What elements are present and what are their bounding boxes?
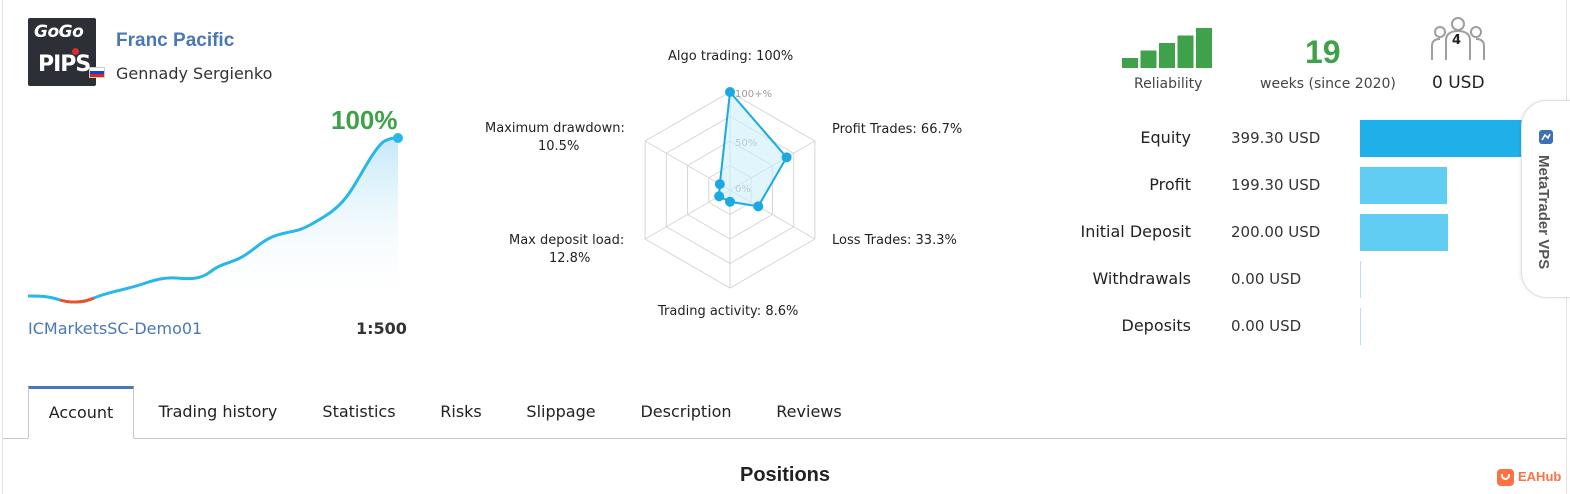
- financial-bar: [1360, 167, 1447, 204]
- radar-chart: 100+%50%0%: [644, 87, 816, 289]
- radar-label-drawdown-value: 10.5%: [538, 139, 580, 154]
- subscribers-icon: [1431, 17, 1485, 60]
- radar-point-algo: [725, 87, 735, 97]
- growth-chart: [28, 133, 403, 310]
- reliability-bar-4: [1196, 28, 1212, 68]
- server-link[interactable]: ICMarketsSC-Demo01: [28, 319, 203, 338]
- subscription-price: 0 USD: [1432, 73, 1485, 93]
- tab-slippage[interactable]: Slippage: [526, 402, 596, 421]
- growth-loss-segment: [59, 296, 95, 304]
- financial-value: 200.00 USD: [1231, 223, 1321, 241]
- reliability-bars: [1122, 28, 1212, 68]
- radar-point-deposit_load: [714, 191, 725, 202]
- tab-risks[interactable]: Risks: [440, 402, 482, 421]
- growth-end-point: [393, 133, 403, 143]
- radar-label-profit: Profit Trades: 66.7%: [832, 122, 963, 137]
- financial-bar: [1360, 214, 1448, 251]
- reliability-bar-2: [1159, 43, 1175, 68]
- reliability-bar-1: [1140, 50, 1157, 68]
- russia-flag-icon: [89, 67, 105, 78]
- subscribers-count: 4: [1452, 33, 1462, 48]
- metatrader-vps-label: MetaTrader VPS: [1535, 155, 1552, 270]
- financial-bar: [1360, 308, 1361, 345]
- financial-value: 0.00 USD: [1231, 317, 1302, 335]
- financial-value: 399.30 USD: [1231, 129, 1321, 147]
- leverage-value: 1:500: [356, 319, 407, 338]
- tab-bar-divider: [3, 438, 1566, 439]
- tab-trading-history[interactable]: Trading history: [158, 402, 278, 421]
- growth-area: [28, 138, 398, 310]
- radar-point-activity: [725, 196, 735, 207]
- radar-label-deposit-load: Max deposit load:: [509, 233, 625, 248]
- tab-reviews[interactable]: Reviews: [776, 402, 842, 421]
- radar-value-polygon: [718, 89, 788, 208]
- financial-label: Withdrawals: [1092, 269, 1191, 288]
- left-border: [2, 0, 3, 494]
- growth-percent: 100%: [331, 105, 398, 135]
- financial-label: Deposits: [1121, 316, 1192, 335]
- logo-text-bottom: PIPS: [38, 52, 91, 77]
- tab-description[interactable]: Description: [640, 402, 732, 421]
- financial-bar: [1360, 261, 1361, 298]
- radar-point-drawdown: [714, 179, 725, 190]
- financial-bar: [1360, 120, 1535, 157]
- author-name[interactable]: Gennady Sergienko: [116, 64, 273, 83]
- reliability-label: Reliability: [1134, 76, 1203, 92]
- reliability-bar-0: [1122, 58, 1138, 68]
- radar-scale-label: 100+%: [735, 89, 772, 100]
- logo-dot: [72, 48, 79, 55]
- financial-value: 0.00 USD: [1231, 270, 1302, 288]
- signal-avatar[interactable]: GoGo PIPS: [28, 18, 96, 86]
- eahub-icon: [1497, 469, 1514, 486]
- financial-label: Equity: [1140, 128, 1191, 147]
- positions-heading: Positions: [739, 464, 830, 486]
- tab-account[interactable]: Account: [28, 386, 134, 439]
- radar-label-drawdown: Maximum drawdown:: [485, 121, 625, 136]
- radar-point-loss: [753, 201, 764, 212]
- financial-value: 199.30 USD: [1231, 176, 1321, 194]
- financial-label: Profit: [1149, 175, 1191, 194]
- radar-label-algo: Algo trading: 100%: [668, 49, 794, 64]
- radar-label-deposit-load-value: 12.8%: [549, 251, 591, 266]
- weeks-label: weeks (since 2020): [1260, 76, 1396, 92]
- weeks-count: 19: [1305, 34, 1341, 70]
- metatrader-icon: [1539, 130, 1553, 144]
- radar-label-activity: Trading activity: 8.6%: [658, 304, 799, 319]
- reliability-bar-3: [1177, 35, 1194, 68]
- signal-name-link[interactable]: Franc Pacific: [116, 30, 235, 51]
- financial-label: Initial Deposit: [1080, 222, 1191, 241]
- tab-statistics[interactable]: Statistics: [322, 402, 396, 421]
- radar-label-loss: Loss Trades: 33.3%: [832, 233, 957, 248]
- radar-point-profit: [781, 152, 792, 163]
- logo-text-top: GoGo: [34, 22, 84, 42]
